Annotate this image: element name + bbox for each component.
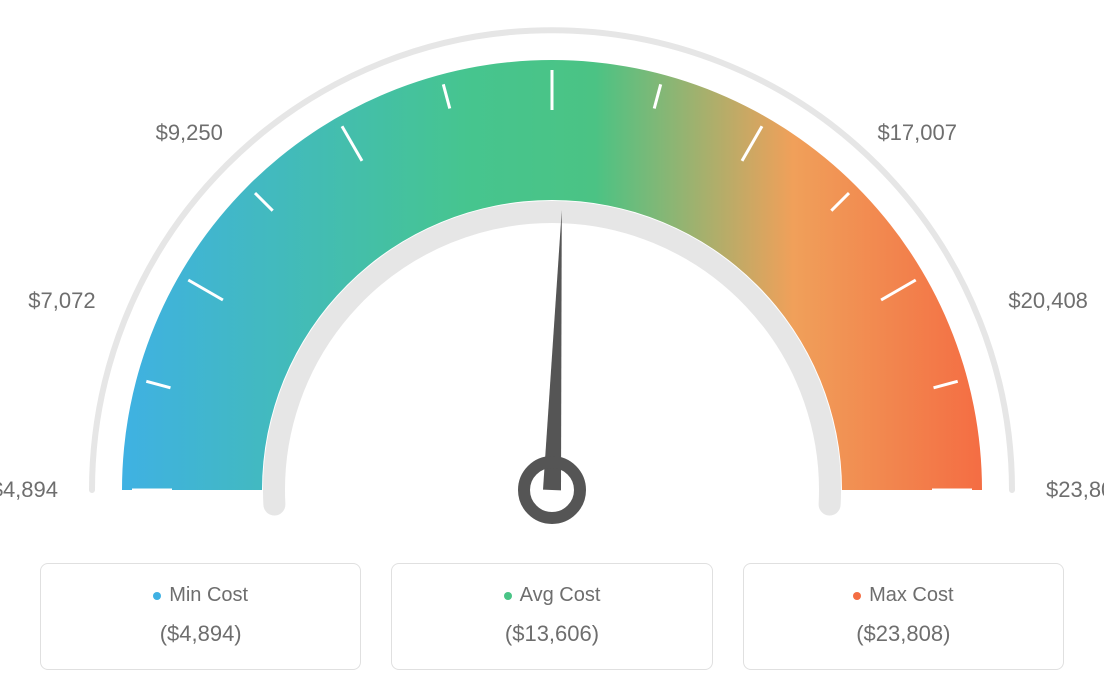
summary-cards: Min Cost ($4,894) Avg Cost ($13,606) Max… <box>40 563 1064 670</box>
gauge-tick-label: $17,007 <box>877 120 957 146</box>
max-cost-title: Max Cost <box>869 584 953 607</box>
gauge-chart: $4,894$7,072$9,250$13,606$17,007$20,408$… <box>0 0 1104 560</box>
avg-cost-title-row: Avg Cost <box>402 584 701 607</box>
avg-cost-value: ($13,606) <box>402 621 701 647</box>
max-cost-title-row: Max Cost <box>754 584 1053 607</box>
avg-cost-title: Avg Cost <box>520 584 601 607</box>
avg-cost-card: Avg Cost ($13,606) <box>391 563 712 670</box>
gauge-tick-label: $23,808 <box>1046 477 1104 503</box>
gauge-tick-label: $20,408 <box>1008 288 1088 314</box>
chart-container: $4,894$7,072$9,250$13,606$17,007$20,408$… <box>0 0 1104 690</box>
min-cost-card: Min Cost ($4,894) <box>40 563 361 670</box>
min-cost-value: ($4,894) <box>51 621 350 647</box>
avg-cost-dot <box>504 592 512 600</box>
gauge-tick-label: $4,894 <box>0 477 58 503</box>
max-cost-dot <box>853 592 861 600</box>
gauge-tick-label: $7,072 <box>28 288 95 314</box>
min-cost-title: Min Cost <box>169 584 248 607</box>
min-cost-dot <box>153 592 161 600</box>
gauge-tick-label: $9,250 <box>156 120 223 146</box>
max-cost-card: Max Cost ($23,808) <box>743 563 1064 670</box>
gauge-svg <box>0 0 1104 560</box>
min-cost-title-row: Min Cost <box>51 584 350 607</box>
max-cost-value: ($23,808) <box>754 621 1053 647</box>
